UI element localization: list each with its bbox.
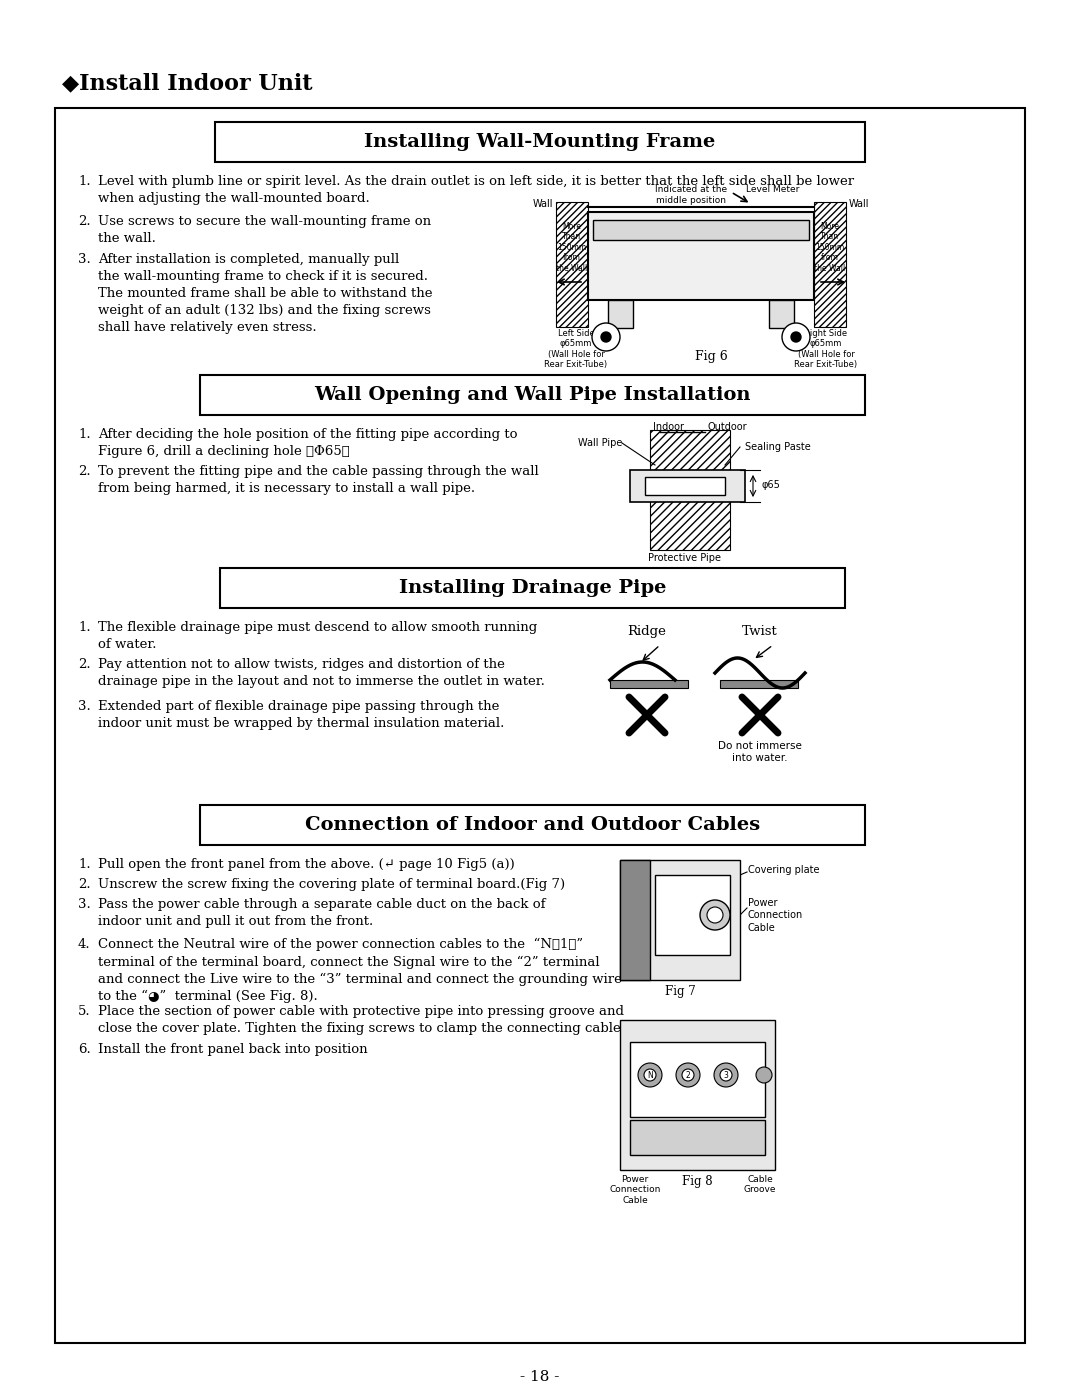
Text: More
Than
150mm
from
the Wall: More Than 150mm from the Wall (556, 222, 588, 272)
Text: Wall: Wall (532, 198, 553, 210)
Text: Use screws to secure the wall-mounting frame on
the wall.: Use screws to secure the wall-mounting f… (98, 215, 431, 244)
Text: Protective Pipe: Protective Pipe (648, 553, 721, 563)
Bar (593, 219, 809, 240)
Text: Wall Opening and Wall Pipe Installation: Wall Opening and Wall Pipe Installation (314, 386, 751, 404)
Text: Connect the Neutral wire of the power connection cables to the  “N（1）”
terminal : Connect the Neutral wire of the power co… (98, 937, 622, 1003)
Text: Place the section of power cable with protective pipe into pressing groove and
c: Place the section of power cable with pr… (98, 1004, 625, 1035)
Bar (200, 805, 865, 845)
Text: The flexible drainage pipe must descend to allow smooth running
of water.: The flexible drainage pipe must descend … (98, 622, 537, 651)
Text: Fig 6: Fig 6 (694, 351, 727, 363)
Text: 3.: 3. (78, 898, 91, 911)
Circle shape (644, 1069, 656, 1081)
Text: After deciding the hole position of the fitting pipe according to
Figure 6, dril: After deciding the hole position of the … (98, 427, 517, 458)
Circle shape (676, 1063, 700, 1087)
Text: φ65: φ65 (762, 481, 781, 490)
Circle shape (700, 900, 730, 930)
Text: Install the front panel back into position: Install the front panel back into positi… (98, 1044, 367, 1056)
Text: 2.: 2. (78, 877, 91, 891)
Text: 2: 2 (686, 1070, 690, 1080)
Circle shape (714, 1063, 738, 1087)
Bar (556, 203, 588, 327)
Text: Twist: Twist (742, 624, 778, 638)
Text: 1.: 1. (78, 858, 91, 870)
Bar (215, 122, 865, 162)
Circle shape (720, 1069, 732, 1081)
Circle shape (791, 332, 801, 342)
Bar (588, 212, 814, 300)
Bar (620, 861, 650, 981)
Text: Indicated at the
middle position: Indicated at the middle position (654, 184, 727, 205)
Text: Fig 8: Fig 8 (683, 1175, 713, 1187)
Bar (654, 875, 730, 956)
Text: Power
Connection
Cable: Power Connection Cable (748, 898, 804, 933)
Bar (220, 569, 845, 608)
Text: Terminal Board: Terminal Board (661, 1028, 734, 1038)
Text: Do not immerse
into water.: Do not immerse into water. (718, 740, 802, 763)
Text: Wall Pipe: Wall Pipe (578, 439, 622, 448)
Text: 3.: 3. (78, 700, 91, 712)
Text: Ridge: Ridge (627, 624, 666, 638)
Text: - 18 -: - 18 - (521, 1370, 559, 1384)
Circle shape (707, 907, 723, 923)
Text: 1.: 1. (78, 427, 91, 441)
Bar (620, 861, 740, 981)
Text: 4.: 4. (78, 937, 91, 951)
Text: Extended part of flexible drainage pipe passing through the
indoor unit must be : Extended part of flexible drainage pipe … (98, 700, 504, 731)
Text: Outdoor: Outdoor (707, 422, 746, 432)
Circle shape (592, 323, 620, 351)
Text: N: N (647, 1070, 653, 1080)
Bar (200, 374, 865, 415)
Text: Wall: Wall (849, 198, 869, 210)
Text: Level Meter: Level Meter (746, 184, 799, 194)
Bar (630, 469, 745, 502)
Bar (720, 680, 798, 687)
Text: Cable
Groove: Cable Groove (744, 1175, 777, 1194)
Text: 3: 3 (724, 1070, 728, 1080)
Text: 2.: 2. (78, 465, 91, 478)
Text: Pass the power cable through a separate cable duct on the back of
indoor unit an: Pass the power cable through a separate … (98, 898, 545, 928)
Bar (814, 203, 846, 327)
Text: Indoor: Indoor (652, 422, 684, 432)
Text: 6.: 6. (78, 1044, 91, 1056)
Text: To prevent the fitting pipe and the cable passing through the wall
from being ha: To prevent the fitting pipe and the cabl… (98, 465, 539, 495)
Text: 1.: 1. (78, 175, 91, 189)
Text: More
Than
150mm
from
the Wall: More Than 150mm from the Wall (814, 222, 846, 272)
Text: Level with plumb line or spirit level. As the drain outlet is on left side, it i: Level with plumb line or spirit level. A… (98, 175, 854, 205)
Text: Right Side
φ65mm
(Wall Hole for
Rear Exit-Tube): Right Side φ65mm (Wall Hole for Rear Exi… (795, 330, 858, 369)
Bar (650, 500, 730, 550)
Bar (630, 1042, 765, 1118)
Circle shape (600, 332, 611, 342)
Text: Left Side
φ65mm
(Wall Hole for
Rear Exit-Tube): Left Side φ65mm (Wall Hole for Rear Exit… (544, 330, 608, 369)
Text: Pull open the front panel from the above. (↵ page 10 Fig5 (a)): Pull open the front panel from the above… (98, 858, 515, 870)
Circle shape (681, 1069, 694, 1081)
Text: Fig 7: Fig 7 (664, 985, 696, 997)
Bar (769, 300, 794, 328)
Text: Unscrew the screw fixing the covering plate of terminal board.(Fig 7): Unscrew the screw fixing the covering pl… (98, 877, 565, 891)
Text: ◆Install Indoor Unit: ◆Install Indoor Unit (62, 73, 312, 94)
Bar (645, 476, 725, 495)
Bar (610, 680, 688, 687)
Text: Connection of Indoor and Outdoor Cables: Connection of Indoor and Outdoor Cables (305, 816, 760, 834)
Circle shape (638, 1063, 662, 1087)
Bar (620, 1020, 775, 1171)
Circle shape (782, 323, 810, 351)
Bar (608, 300, 633, 328)
Text: Installing Wall-Mounting Frame: Installing Wall-Mounting Frame (364, 133, 716, 151)
Bar (55, 108, 1025, 1343)
Bar (650, 430, 730, 469)
Text: Sealing Paste: Sealing Paste (745, 441, 811, 453)
Text: Pay attention not to allow twists, ridges and distortion of the
drainage pipe in: Pay attention not to allow twists, ridge… (98, 658, 545, 687)
Circle shape (756, 1067, 772, 1083)
Bar (630, 1120, 765, 1155)
Text: 1.: 1. (78, 622, 91, 634)
Text: 2.: 2. (78, 658, 91, 671)
Text: After installation is completed, manually pull
the wall-mounting frame to check : After installation is completed, manuall… (98, 253, 432, 334)
Text: Covering plate: Covering plate (748, 865, 820, 875)
Text: 5.: 5. (78, 1004, 91, 1018)
Text: 2.: 2. (78, 215, 91, 228)
Text: Installing Drainage Pipe: Installing Drainage Pipe (399, 578, 666, 597)
Text: Power
Connection
Cable: Power Connection Cable (609, 1175, 661, 1204)
Text: 3.: 3. (78, 253, 91, 265)
